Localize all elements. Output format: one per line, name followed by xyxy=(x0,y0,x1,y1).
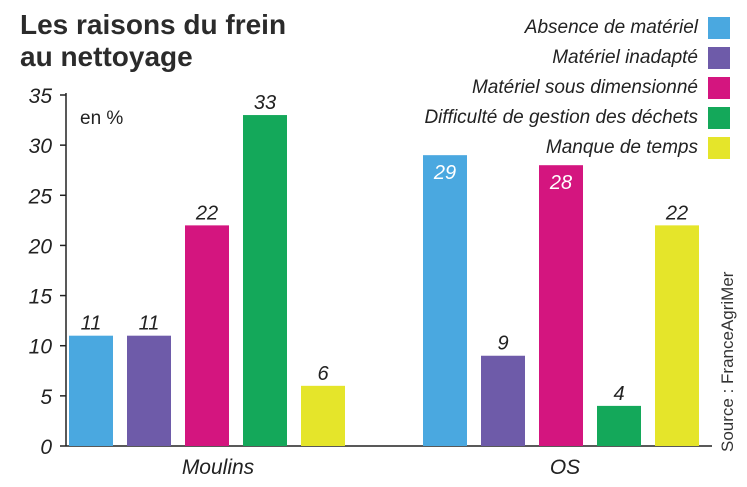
legend-swatch xyxy=(708,17,730,39)
legend-label: Manque de temps xyxy=(546,137,699,158)
chart-title-line-2: au nettoyage xyxy=(20,41,193,72)
bar-value-label: 4 xyxy=(613,383,624,405)
bar-value-label: 33 xyxy=(254,92,276,114)
y-tick-label: 10 xyxy=(29,336,53,359)
category-label: Moulins xyxy=(182,456,255,479)
chart-title-line-1: Les raisons du frein xyxy=(20,9,286,40)
bar-value-label: 22 xyxy=(665,202,688,224)
source-label: Source : FranceAgriMer xyxy=(718,271,737,452)
bar-value-label: 6 xyxy=(317,363,329,385)
category-labels: Moulins OS xyxy=(182,456,580,479)
chart-title: Les raisons du frein au nettoyage xyxy=(20,9,286,72)
legend-label: Matériel inadapté xyxy=(552,47,698,68)
bar-value-label: 22 xyxy=(195,202,218,224)
legend-swatch xyxy=(708,47,730,69)
bar-value-label: 11 xyxy=(139,313,160,335)
bar-moulins-2 xyxy=(185,225,229,446)
bar-value-label: 11 xyxy=(81,313,102,335)
legend-swatch xyxy=(708,107,730,129)
y-axis-ticks: 0 5 10 15 20 25 30 35 xyxy=(28,85,66,459)
legend-swatch xyxy=(708,77,730,99)
bar-moulins-3 xyxy=(243,115,287,447)
bar-value-label: 9 xyxy=(497,333,508,355)
bar-moulins-0 xyxy=(69,335,113,446)
y-tick-label: 35 xyxy=(29,85,53,108)
y-tick-label: 30 xyxy=(29,135,53,158)
legend: Absence de matériel Matériel inadapté Maté… xyxy=(424,17,730,159)
bar-os-1 xyxy=(481,355,525,446)
bars xyxy=(69,115,699,447)
y-tick-label: 25 xyxy=(28,185,53,208)
bar-moulins-4 xyxy=(301,385,345,446)
legend-label: Difficulté de gestion des déchets xyxy=(424,107,698,128)
y-tick-label: 20 xyxy=(28,235,53,258)
category-label: OS xyxy=(550,456,580,479)
bar-os-3 xyxy=(597,405,641,446)
unit-label: en % xyxy=(80,108,123,129)
bar-moulins-1 xyxy=(127,335,171,446)
bar-os-4 xyxy=(655,225,699,446)
legend-label: Absence de matériel xyxy=(524,17,699,38)
legend-label: Matériel sous dimensionné xyxy=(472,77,698,98)
bar-value-label: 28 xyxy=(549,172,572,194)
legend-swatch xyxy=(708,137,730,159)
value-labels: 11 11 22 33 6 29 9 28 4 22 xyxy=(81,92,689,405)
bar-os-0 xyxy=(423,155,467,446)
bar-os-2 xyxy=(539,165,583,446)
y-tick-label: 5 xyxy=(40,386,52,409)
bar-value-label: 29 xyxy=(433,162,456,184)
y-tick-label: 15 xyxy=(29,286,53,309)
y-tick-label: 0 xyxy=(40,436,52,459)
